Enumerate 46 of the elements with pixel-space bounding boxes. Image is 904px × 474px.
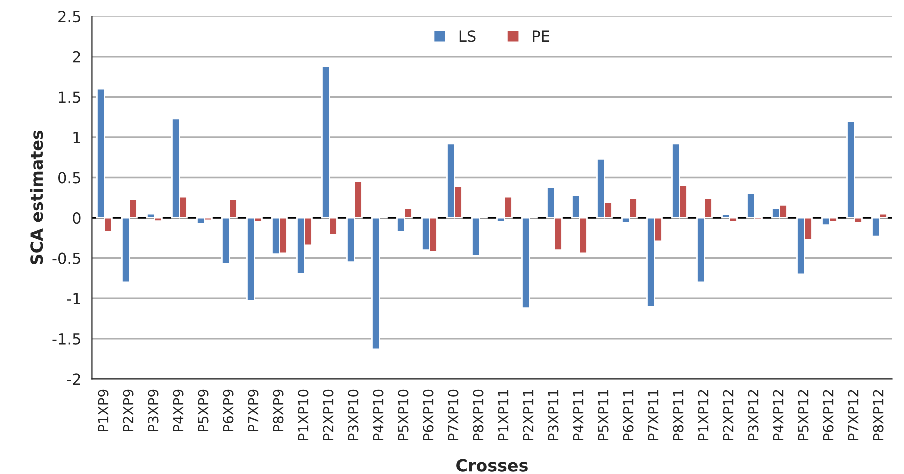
x-tick-label: P3XP9: [148, 390, 159, 432]
y-tick-label: -1.5: [52, 334, 80, 345]
x-tick-label: P1XP9: [98, 390, 109, 432]
x-tick-label: P8XP12: [873, 390, 884, 440]
x-tick-label: P2XP12: [723, 390, 734, 440]
x-tick-label: P5XP9: [198, 390, 209, 432]
x-tick-label: P7XP11: [648, 390, 659, 440]
y-tick-label: -2: [67, 374, 80, 386]
x-tick-label: P6XP12: [823, 390, 834, 440]
x-tick-label: P6XP11: [623, 390, 634, 440]
x-tick-label: P2XP11: [523, 390, 534, 440]
legend-label: PE: [533, 30, 550, 42]
x-tick-label: P6XP9: [223, 390, 234, 432]
x-tick-label: P8XP9: [273, 390, 284, 432]
x-tick-label: P4XP10: [373, 390, 384, 440]
y-axis-title: SCA estimates: [30, 130, 44, 265]
y-tick-label: 2.5: [58, 11, 80, 23]
y-tick-label: 0.5: [58, 172, 80, 184]
x-tick-label: P3XP10: [348, 390, 359, 440]
y-tick-label: 0: [73, 212, 81, 224]
y-tick-label: 2: [73, 51, 80, 63]
x-tick-label: P1XP12: [698, 390, 709, 440]
x-tick-label: P6XP10: [423, 390, 434, 440]
x-tick-label: P2XP9: [123, 390, 134, 432]
legend-label: LS: [460, 30, 476, 42]
x-axis-title: Crosses: [456, 459, 528, 472]
x-tick-label: P2XP10: [323, 390, 334, 440]
x-tick-label: P7XP10: [448, 390, 459, 440]
x-tick-label: P1XP10: [298, 390, 309, 440]
x-tick-label: P4XP12: [773, 390, 784, 440]
x-tick-label: P4XP9: [173, 390, 184, 432]
x-tick-label: P5XP10: [398, 390, 409, 440]
x-tick-label: P8XP10: [473, 390, 484, 440]
x-tick-label: P5XP12: [798, 390, 809, 440]
x-tick-label: P3XP11: [548, 390, 559, 440]
x-tick-label: P3XP12: [748, 390, 759, 440]
y-tick-label: 1: [74, 132, 80, 144]
x-tick-label: P4XP11: [573, 390, 584, 440]
y-tick-label: -1: [67, 293, 80, 304]
y-tick-label: 1.5: [59, 92, 80, 104]
x-tick-label: P8XP11: [673, 390, 684, 440]
x-tick-label: P7XP9: [248, 390, 259, 432]
x-tick-label: P1XP11: [498, 390, 509, 440]
x-tick-label: P5XP11: [598, 390, 609, 440]
x-tick-label: P7XP12: [848, 390, 859, 440]
y-tick-label: -0.5: [52, 252, 80, 264]
